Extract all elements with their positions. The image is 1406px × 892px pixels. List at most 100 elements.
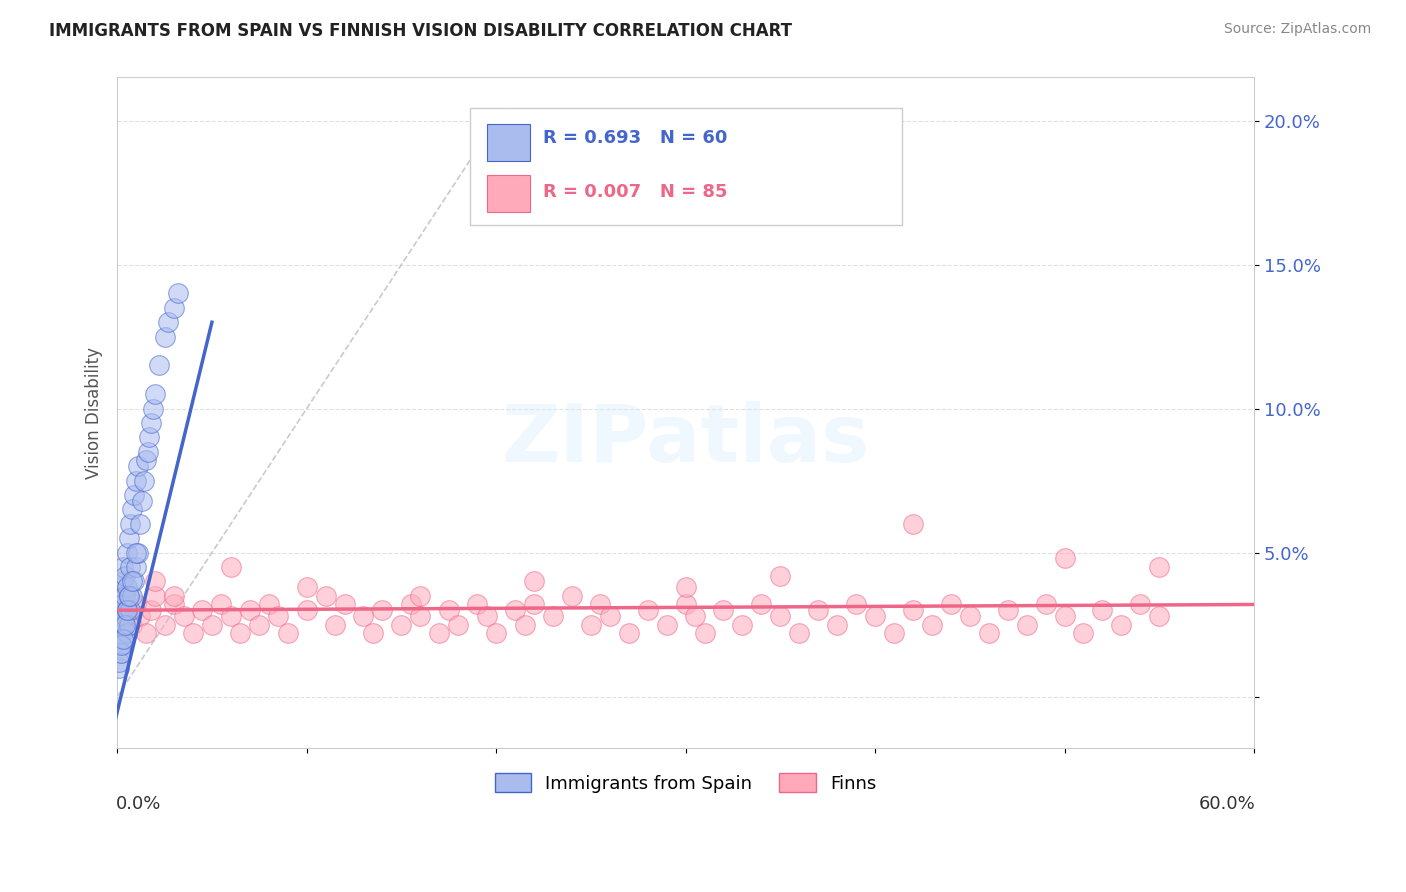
Point [120, 603, 142, 617]
Point [921, 617, 943, 632]
Point [111, 574, 134, 589]
Point [115, 546, 138, 560]
Point [163, 598, 186, 612]
Point [541, 609, 564, 624]
Point [114, 589, 136, 603]
Point [353, 609, 375, 624]
Point [114, 617, 136, 632]
Point [127, 459, 149, 474]
Point [769, 609, 792, 624]
Point [117, 617, 139, 632]
Point [409, 589, 432, 603]
Point [127, 546, 149, 560]
Point [863, 609, 886, 624]
Point [136, 445, 159, 459]
Point [247, 617, 270, 632]
Point [1147, 609, 1170, 624]
Legend: Immigrants from Spain, Finns: Immigrants from Spain, Finns [488, 766, 883, 800]
Point [121, 574, 143, 589]
Point [675, 580, 697, 594]
Point [277, 626, 299, 640]
Point [117, 589, 139, 603]
Point [120, 516, 142, 531]
Point [1129, 598, 1152, 612]
Text: IMMIGRANTS FROM SPAIN VS FINNISH VISION DISABILITY CORRELATION CHART: IMMIGRANTS FROM SPAIN VS FINNISH VISION … [49, 22, 792, 40]
Point [114, 568, 136, 582]
Point [209, 598, 232, 612]
FancyBboxPatch shape [486, 124, 530, 161]
Point [883, 626, 905, 640]
Point [173, 609, 195, 624]
Point [1091, 603, 1114, 617]
Point [122, 488, 145, 502]
Point [295, 603, 318, 617]
Point [110, 609, 132, 624]
Point [143, 387, 166, 401]
Point [121, 502, 143, 516]
Point [157, 315, 180, 329]
Point [437, 603, 460, 617]
Point [1053, 551, 1076, 566]
Text: 0.0%: 0.0% [117, 796, 162, 814]
Point [409, 609, 432, 624]
Point [125, 598, 148, 612]
Point [465, 598, 488, 612]
Point [997, 603, 1019, 617]
Point [114, 632, 136, 646]
Point [1053, 609, 1076, 624]
Point [110, 598, 132, 612]
Point [485, 626, 508, 640]
Point [201, 617, 224, 632]
Point [1015, 617, 1038, 632]
Point [121, 617, 143, 632]
Point [239, 603, 262, 617]
Point [166, 286, 188, 301]
Point [713, 603, 735, 617]
Point [229, 626, 252, 640]
Point [125, 546, 148, 560]
Point [143, 574, 166, 589]
Point [142, 401, 165, 416]
Point [115, 609, 138, 624]
Point [135, 453, 157, 467]
Point [111, 638, 134, 652]
Point [153, 329, 176, 343]
Point [1073, 626, 1095, 640]
Text: ZIPatlas: ZIPatlas [502, 401, 870, 479]
Point [731, 617, 754, 632]
Point [447, 617, 470, 632]
Point [108, 603, 131, 617]
Point [122, 574, 145, 589]
Point [389, 617, 412, 632]
Point [117, 589, 139, 603]
Point [977, 626, 1000, 640]
Point [561, 589, 583, 603]
Point [111, 632, 134, 646]
Point [807, 603, 830, 617]
Point [513, 617, 536, 632]
Point [323, 617, 346, 632]
Point [110, 647, 132, 661]
Point [693, 626, 716, 640]
Point [114, 609, 136, 624]
FancyBboxPatch shape [486, 175, 530, 211]
Point [110, 638, 132, 652]
Point [683, 609, 706, 624]
Point [637, 603, 659, 617]
Point [333, 598, 356, 612]
Point [523, 598, 546, 612]
Point [163, 301, 186, 315]
Point [589, 598, 612, 612]
Point [110, 626, 132, 640]
Point [503, 603, 526, 617]
Text: R = 0.007   N = 85: R = 0.007 N = 85 [544, 183, 728, 201]
Point [111, 560, 134, 574]
Point [163, 589, 186, 603]
Point [108, 655, 131, 669]
Point [1035, 598, 1057, 612]
Point [579, 617, 602, 632]
FancyBboxPatch shape [470, 108, 901, 225]
Point [153, 617, 176, 632]
Point [120, 560, 142, 574]
Point [143, 589, 166, 603]
